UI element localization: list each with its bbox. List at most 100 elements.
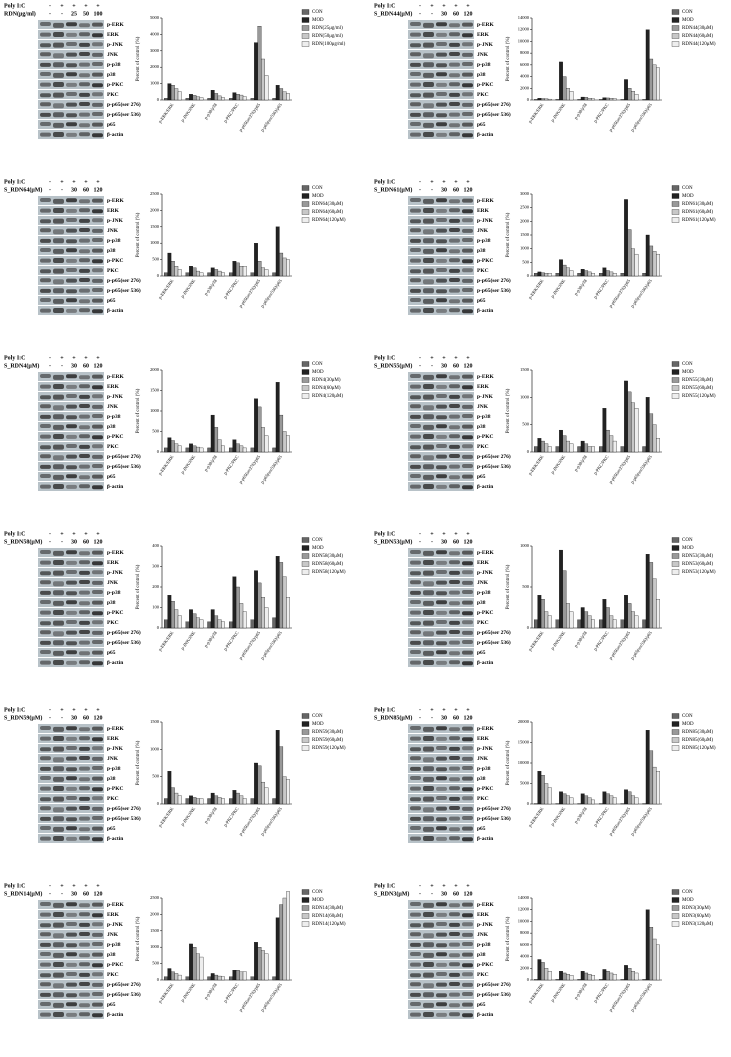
blot-label: p-p65(ser 536) — [107, 111, 141, 118]
blot-band — [436, 208, 447, 213]
bar — [189, 266, 193, 277]
bar — [279, 904, 284, 981]
x-tick-label: p-p65(ser536)/p65 — [630, 982, 654, 1013]
blot-band — [410, 374, 421, 378]
lane-label: + — [466, 883, 470, 889]
bar — [620, 99, 625, 101]
blot-band — [462, 374, 473, 379]
bar — [584, 972, 589, 981]
y-tick-label: 300 — [152, 564, 160, 569]
blot-band — [423, 414, 434, 420]
bar — [656, 771, 660, 805]
blot-band — [40, 22, 51, 26]
blot-band — [40, 1002, 51, 1006]
blot-band — [79, 258, 90, 263]
blot-band — [449, 375, 460, 380]
blot-band — [53, 922, 64, 928]
blot-label: PKC — [477, 268, 489, 274]
blot-band — [53, 640, 64, 646]
blot-band — [462, 992, 473, 996]
lane-label: + — [454, 3, 458, 9]
blot-band — [92, 464, 103, 468]
blot-label: ERK — [477, 32, 490, 38]
blot-label: PKC — [477, 620, 489, 626]
blot-band — [449, 570, 460, 575]
legend-label: RDN53(60μM) — [682, 562, 713, 567]
bar — [282, 897, 287, 981]
legend-label: RDN61(120μM) — [682, 218, 716, 223]
blot-label: p65 — [107, 1002, 116, 1008]
bar — [559, 971, 563, 981]
blot-band — [423, 279, 434, 285]
lane-label: + — [430, 883, 434, 889]
blot-label: ERK — [477, 912, 490, 918]
bar — [555, 446, 560, 453]
legend-swatch — [671, 17, 680, 23]
bar — [591, 799, 595, 805]
lane-label: 120 — [464, 539, 473, 545]
blot-band — [79, 953, 90, 958]
bar — [196, 953, 200, 981]
blot-band — [462, 209, 473, 214]
blot-label: p-JNK — [107, 42, 124, 48]
bar — [602, 969, 607, 981]
blot-label: ERK — [477, 560, 490, 566]
blot-label: p-p65(ser 276) — [477, 629, 511, 636]
bar — [534, 619, 538, 629]
blot-band — [92, 198, 103, 203]
bar — [279, 414, 284, 453]
lane-label: + — [60, 179, 64, 185]
x-tick-label: p-p65(ser276)/p65 — [238, 982, 262, 1013]
bar — [275, 226, 280, 277]
blot-label: p-PKC — [107, 82, 124, 88]
bar — [189, 609, 193, 629]
y-axis-label: Percent of control (%) — [506, 388, 511, 433]
blot-band — [436, 92, 447, 96]
bar — [250, 619, 255, 629]
blot-band — [66, 972, 77, 976]
y-tick-label: 0 — [527, 273, 530, 278]
legend-label: CON — [682, 538, 693, 543]
y-tick-label: 2500 — [520, 205, 530, 210]
y-axis-label: Percent of control (%) — [506, 212, 511, 257]
bar — [272, 798, 277, 805]
legend-swatch — [671, 369, 680, 375]
blot-label: p-ERK — [477, 22, 495, 28]
blot-band — [92, 288, 103, 292]
blot-band — [40, 806, 51, 811]
bar — [257, 765, 262, 805]
blot-band — [436, 600, 447, 605]
blot-label: JNK — [477, 756, 489, 762]
legend-label: RDN58(120μM) — [312, 570, 346, 575]
y-tick-label: 15000 — [518, 740, 530, 745]
y-tick-label: 0 — [157, 801, 160, 806]
blot-band — [410, 228, 421, 233]
bar — [609, 615, 614, 629]
lane-label: + — [72, 179, 76, 185]
treatment-label: S_RDN14(μM) — [4, 890, 42, 897]
blot-band — [449, 746, 460, 751]
blot-label: β-actin — [107, 308, 123, 314]
blot-band — [462, 796, 473, 801]
lane-label: + — [430, 707, 434, 713]
blot-label: β-actin — [107, 660, 123, 666]
blot-label: JNK — [477, 404, 489, 410]
legend-swatch — [301, 217, 310, 223]
blot-band — [462, 570, 473, 575]
blot-band — [449, 766, 460, 771]
lane-label: + — [454, 531, 458, 537]
blot-band — [423, 746, 434, 752]
y-tick-label: 1000 — [150, 746, 160, 751]
bar — [599, 99, 603, 101]
blot-band — [92, 806, 103, 811]
blot-band — [92, 796, 103, 801]
x-tick-label: p-PKC/PKC — [222, 278, 239, 299]
lane-label: + — [60, 883, 64, 889]
bar — [185, 798, 190, 805]
blot-label: p65 — [107, 474, 116, 480]
bar — [261, 597, 265, 629]
bar — [602, 599, 607, 629]
blot-band — [410, 640, 421, 645]
x-tick-label: p-p65(ser536)/p65 — [630, 278, 654, 309]
blot-band — [79, 375, 90, 380]
